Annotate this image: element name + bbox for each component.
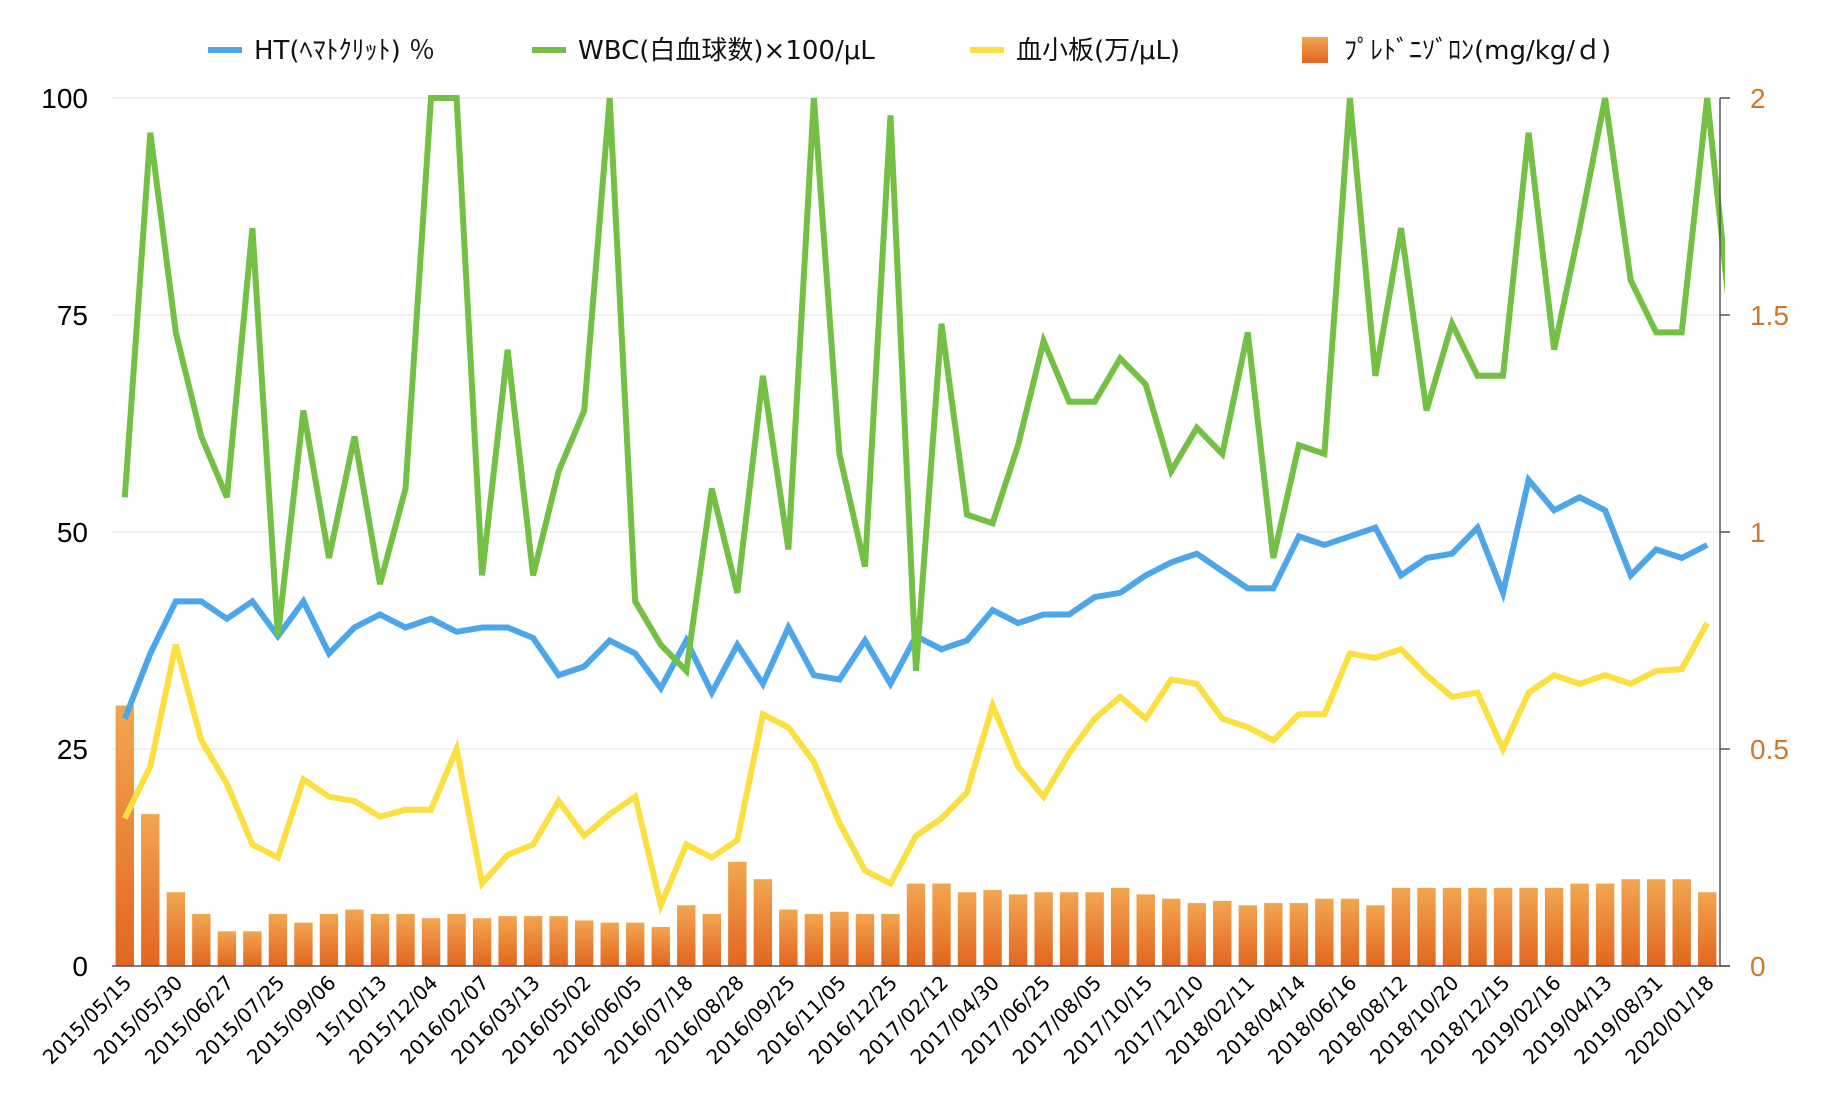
y-left-tick-label: 50: [57, 517, 88, 548]
prednisolone-bar: [421, 918, 441, 966]
prednisolone-bar: [677, 905, 696, 966]
legend-label: WBC(白血球数)×100/μL: [578, 36, 875, 66]
prednisolone-bar: [1493, 887, 1513, 966]
y-left-tick-label: 0: [72, 951, 88, 982]
prednisolone-bar: [1008, 894, 1028, 966]
prednisolone-bar: [983, 890, 1002, 966]
prednisolone-bar: [447, 913, 466, 966]
prednisolone-bar: [1187, 903, 1206, 966]
prednisolone-bar: [1059, 892, 1079, 966]
prednisolone-bar: [1595, 883, 1615, 966]
prednisolone-bar: [906, 883, 926, 966]
prednisolone-bar: [957, 892, 977, 966]
prednisolone-bar: [1315, 898, 1334, 966]
prednisolone-bar: [1672, 879, 1691, 966]
prednisolone-bar: [804, 913, 824, 966]
prednisolone-bar: [1544, 887, 1564, 966]
prednisolone-bar: [1085, 892, 1104, 966]
series-line-0: [122, 473, 1709, 720]
prednisolone-bar: [600, 922, 619, 966]
legend-bar-swatch: [1302, 37, 1328, 63]
prednisolone-bar: [1213, 900, 1232, 966]
prednisolone-bar: [855, 913, 875, 966]
y-right-tick-label: 2: [1750, 83, 1766, 114]
y-right-tick-label: 0: [1750, 951, 1766, 982]
prednisolone-bar: [115, 705, 134, 966]
prednisolone-bar: [166, 892, 185, 966]
prednisolone-bar: [779, 909, 798, 966]
prednisolone-bar: [1698, 892, 1717, 966]
legend-label: HT(ﾍﾏﾄｸﾘｯﾄ) ％: [254, 36, 435, 66]
prednisolone-bar: [472, 918, 492, 966]
y-left-tick-label: 100: [41, 83, 88, 114]
prednisolone-bar: [830, 911, 849, 966]
prednisolone-bar: [626, 922, 645, 966]
y-left-tick-label: 25: [57, 734, 88, 765]
prednisolone-bar: [728, 861, 747, 966]
prednisolone-bar: [1136, 894, 1155, 966]
prednisolone-bar: [1162, 898, 1181, 966]
prednisolone-bar: [1647, 879, 1666, 966]
prednisolone-bar: [345, 909, 364, 966]
prednisolone-bar: [1417, 887, 1436, 966]
prednisolone-bar: [192, 913, 211, 966]
prednisolone-bar: [1442, 887, 1462, 966]
prednisolone-bar: [1366, 905, 1385, 966]
prednisolone-bar: [1621, 879, 1640, 966]
prednisolone-bar: [498, 916, 517, 966]
prednisolone-bars: [115, 705, 1717, 966]
prednisolone-bar: [1111, 887, 1130, 966]
prednisolone-bar: [217, 931, 237, 966]
prednisolone-bar: [523, 916, 543, 966]
prednisolone-bar: [294, 922, 313, 966]
legend-label: 血小板(万/μL): [1016, 36, 1180, 66]
prednisolone-bar: [243, 931, 262, 966]
prednisolone-bar: [1519, 887, 1538, 966]
prednisolone-bar: [319, 913, 339, 966]
y-left-tick-label: 75: [57, 300, 88, 331]
series-line-2: [122, 621, 1710, 915]
y-right-tick-label: 1: [1750, 517, 1766, 548]
prednisolone-bar: [141, 814, 160, 966]
series-lines: [121, 95, 1725, 915]
legend: HT(ﾍﾏﾄｸﾘｯﾄ) ％ WBC(白血球数)×100/μL 血小板(万/μL) ﾌﾟ…: [208, 36, 1611, 66]
prednisolone-bar: [1238, 905, 1257, 966]
prednisolone-bar: [1264, 903, 1283, 966]
prednisolone-bar: [1391, 887, 1411, 966]
prednisolone-bar: [396, 913, 415, 966]
y-right-tick-label: 1.5: [1750, 300, 1789, 331]
prednisolone-bar: [1468, 887, 1487, 966]
prednisolone-bar: [881, 913, 900, 966]
prednisolone-bar: [268, 913, 288, 966]
prednisolone-bar: [651, 926, 670, 966]
prednisolone-bar: [932, 883, 951, 966]
prednisolone-bar: [549, 916, 568, 966]
prednisolone-bar: [753, 879, 773, 966]
prednisolone-bar: [1034, 892, 1053, 966]
prednisolone-bar: [1570, 883, 1589, 966]
prednisolone-bar: [702, 913, 721, 966]
prednisolone-bar: [1289, 903, 1309, 966]
series-line-1: [121, 95, 1725, 678]
legend-label: ﾌﾟﾚﾄﾞﾆｿﾞﾛﾝ(mg/kg/ｄ): [1344, 36, 1611, 66]
prednisolone-bar: [1340, 898, 1360, 966]
gridlines: [112, 97, 1720, 750]
y-right-tick-label: 0.5: [1750, 734, 1789, 765]
prednisolone-bar: [370, 913, 390, 966]
prednisolone-bar: [575, 920, 594, 966]
